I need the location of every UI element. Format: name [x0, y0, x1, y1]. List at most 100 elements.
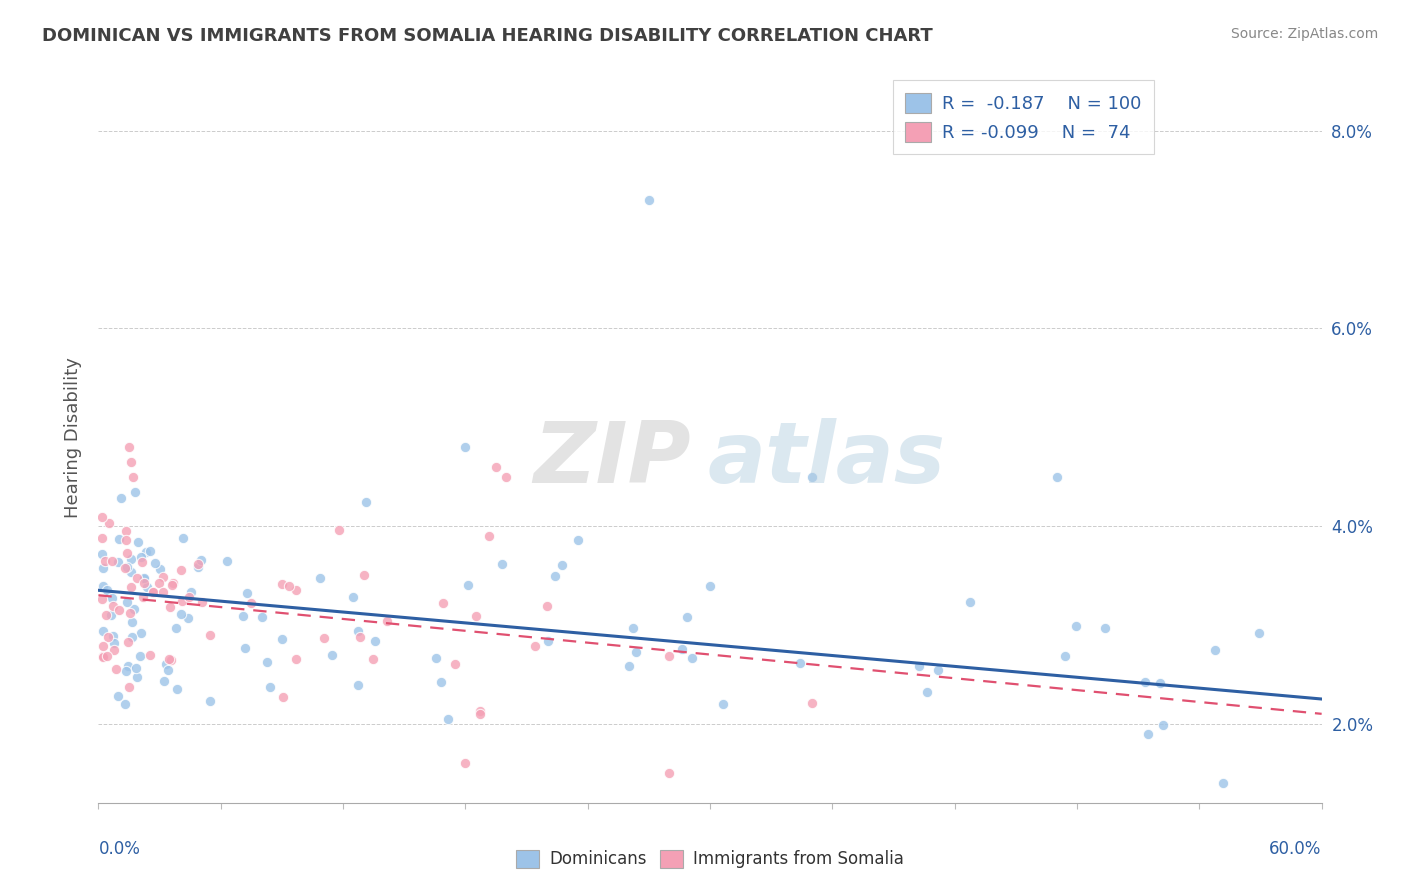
Text: 0.0%: 0.0% [98, 840, 141, 858]
Point [155, 657, 177, 671]
Point [91, 592, 114, 607]
Point [125, 670, 148, 684]
Point [309, 571, 332, 585]
Point [160, 578, 183, 592]
Point [165, 621, 187, 635]
Point [1149, 675, 1171, 690]
Point [353, 568, 375, 582]
Point [801, 696, 824, 710]
Point [232, 608, 254, 623]
Point [1053, 648, 1076, 663]
Point [120, 551, 142, 566]
Point [1247, 626, 1270, 640]
Point [91, 649, 114, 664]
Point [98, 516, 121, 530]
Point [1135, 675, 1157, 690]
Point [114, 533, 136, 548]
Point [153, 673, 176, 688]
Point [149, 562, 172, 576]
Point [152, 585, 174, 599]
Point [626, 645, 648, 659]
Point [485, 459, 508, 474]
Point [148, 575, 170, 590]
Text: ZIP: ZIP [533, 417, 690, 500]
Point [270, 632, 292, 646]
Point [259, 680, 281, 694]
Point [120, 566, 142, 580]
Point [118, 680, 141, 694]
Point [1045, 469, 1069, 483]
Point [108, 603, 131, 617]
Point [121, 615, 143, 629]
Point [354, 495, 377, 509]
Point [162, 576, 184, 591]
Point [122, 469, 145, 483]
Point [676, 609, 699, 624]
Point [346, 678, 368, 692]
Point [114, 560, 136, 574]
Point [619, 658, 641, 673]
Point [170, 563, 193, 577]
Point [125, 661, 148, 675]
Point [478, 529, 501, 543]
Point [454, 756, 477, 771]
Point [567, 533, 589, 547]
Point [364, 634, 387, 648]
Point [115, 664, 138, 678]
Point [536, 599, 558, 613]
Point [139, 648, 162, 662]
Point [278, 579, 301, 593]
Text: atlas: atlas [707, 417, 945, 500]
Point [271, 690, 294, 705]
Point [470, 704, 492, 718]
Point [125, 570, 148, 584]
Point [789, 656, 811, 670]
Point [233, 641, 256, 656]
Point [172, 594, 194, 608]
Point [342, 590, 364, 604]
Legend: Dominicans, Immigrants from Somalia: Dominicans, Immigrants from Somalia [509, 843, 911, 875]
Point [160, 653, 183, 667]
Point [91, 510, 114, 524]
Point [658, 649, 681, 664]
Point [191, 594, 214, 608]
Point [117, 635, 139, 649]
Point [430, 674, 453, 689]
Point [117, 658, 139, 673]
Point [190, 552, 212, 566]
Text: Source: ZipAtlas.com: Source: ZipAtlas.com [1230, 27, 1378, 41]
Point [121, 630, 143, 644]
Point [120, 455, 142, 469]
Point [711, 697, 734, 711]
Point [638, 193, 661, 207]
Point [917, 685, 939, 699]
Point [101, 599, 124, 614]
Point [699, 579, 721, 593]
Point [328, 523, 350, 537]
Point [131, 555, 153, 569]
Point [120, 580, 142, 594]
Point [217, 553, 239, 567]
Point [97, 630, 120, 644]
Y-axis label: Hearing Disability: Hearing Disability [63, 357, 82, 517]
Point [110, 491, 132, 505]
Point [101, 629, 124, 643]
Point [1212, 776, 1234, 790]
Point [240, 596, 263, 610]
Point [454, 440, 477, 454]
Point [122, 601, 145, 615]
Point [141, 585, 163, 599]
Point [425, 651, 447, 665]
Point [124, 485, 146, 500]
Text: 60.0%: 60.0% [1270, 840, 1322, 858]
Point [432, 596, 454, 610]
Point [271, 577, 294, 591]
Point [284, 652, 307, 666]
Point [136, 580, 159, 594]
Point [1094, 621, 1116, 635]
Point [101, 554, 124, 568]
Point [91, 561, 114, 575]
Point [118, 440, 141, 454]
Point [94, 608, 117, 623]
Point [91, 531, 114, 545]
